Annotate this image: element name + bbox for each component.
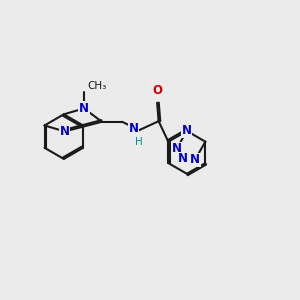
Text: N: N [129, 122, 139, 134]
Text: H: H [135, 136, 142, 147]
Text: O: O [152, 84, 162, 98]
Text: CH₃: CH₃ [88, 81, 107, 91]
Text: N: N [178, 152, 188, 166]
Text: N: N [60, 125, 70, 138]
Text: N: N [190, 153, 200, 166]
Text: N: N [172, 142, 182, 155]
Text: N: N [79, 102, 89, 115]
Text: N: N [182, 124, 192, 137]
